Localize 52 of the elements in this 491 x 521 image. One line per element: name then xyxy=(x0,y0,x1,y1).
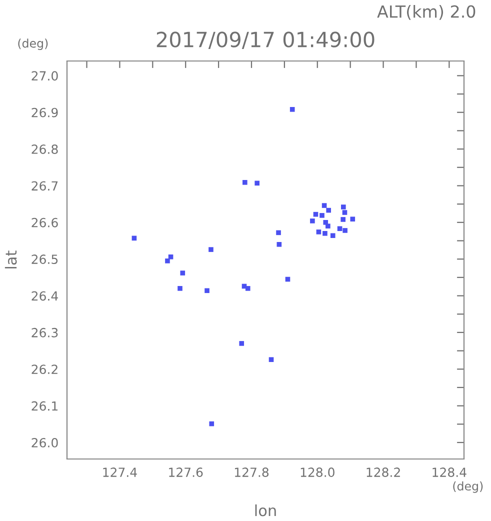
x-tick-label: 127.4 xyxy=(103,468,137,477)
point xyxy=(204,288,210,294)
point xyxy=(320,213,324,218)
text: (deg) xyxy=(453,481,483,493)
point xyxy=(310,218,315,224)
point xyxy=(316,230,322,234)
point xyxy=(276,242,282,247)
point xyxy=(180,270,186,276)
point xyxy=(276,230,281,236)
point xyxy=(209,421,214,426)
x-tick-label: 128.0 xyxy=(300,468,334,478)
point xyxy=(178,286,182,291)
y-tick-label: 26.7 xyxy=(32,181,58,191)
x-tick-label: 128.2 xyxy=(366,468,400,478)
point xyxy=(330,233,336,238)
chart-title: 2017/09/17 01:49:00 xyxy=(156,32,374,50)
point xyxy=(165,258,170,264)
point xyxy=(322,231,328,236)
y-tick-label: 26.2 xyxy=(32,364,58,374)
text: ALT(km) 2.0 xyxy=(377,4,476,20)
y-tick-label: 26.3 xyxy=(32,328,58,338)
point xyxy=(208,247,214,252)
point xyxy=(322,203,327,208)
y-tick-label: 26.8 xyxy=(32,144,58,154)
point xyxy=(254,180,260,186)
point xyxy=(337,226,342,232)
point xyxy=(350,216,356,222)
point xyxy=(326,208,331,213)
y-tick-label: 27.0 xyxy=(32,71,58,81)
y-tick-label: 26.4 xyxy=(32,291,58,301)
x-tick-label: 127.6 xyxy=(169,468,203,478)
point xyxy=(242,180,248,185)
y-tick-label: 26.9 xyxy=(32,108,58,118)
point xyxy=(342,228,348,233)
x-tick-label: 128.4 xyxy=(432,468,466,478)
point xyxy=(340,217,346,222)
y-tick-label: 26.5 xyxy=(32,254,58,264)
y-tick-label: 26.1 xyxy=(32,401,58,411)
x-tick-label: 127.8 xyxy=(234,468,269,478)
point xyxy=(239,341,244,346)
point xyxy=(342,210,348,215)
point xyxy=(290,107,295,112)
x-axis-title: lon xyxy=(255,504,276,516)
point xyxy=(326,224,330,228)
point xyxy=(268,357,274,362)
point xyxy=(245,286,250,291)
text: (deg) xyxy=(18,38,48,50)
point xyxy=(341,204,346,210)
y-tick-label: 26.6 xyxy=(32,218,58,228)
point xyxy=(168,254,174,260)
y-tick-label: 26.0 xyxy=(32,438,58,448)
y-axis-title: lat xyxy=(4,250,17,268)
